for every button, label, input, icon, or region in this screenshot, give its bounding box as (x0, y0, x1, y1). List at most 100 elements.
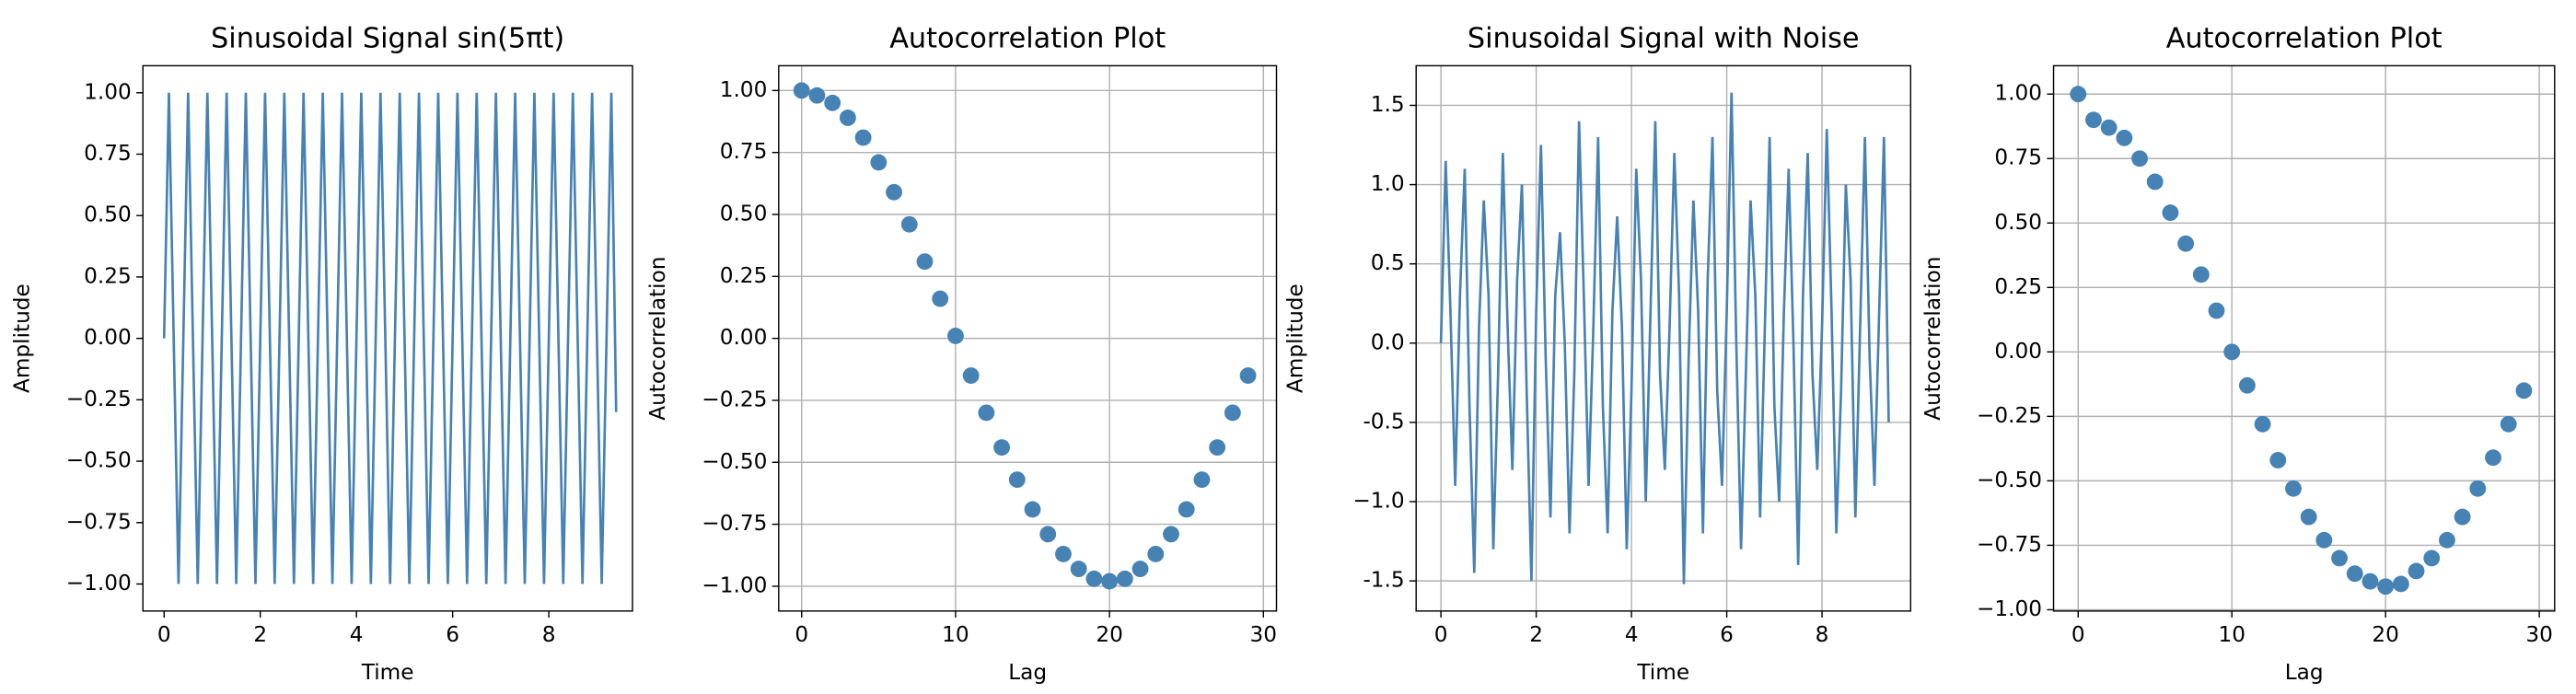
axes-frame (778, 64, 1278, 612)
scatter-point (2131, 150, 2148, 168)
x-tick-label: 4 (1625, 622, 1639, 647)
scatter-point (793, 82, 810, 99)
scatter-point (1239, 367, 1257, 384)
scatter-point (1178, 501, 1195, 518)
y-tick-label: 1.00 (84, 79, 132, 104)
scatter-point (2146, 173, 2164, 191)
scatter-point (2392, 575, 2409, 593)
x-axis-label: Time (361, 660, 414, 685)
y-tick-label: −0.25 (1977, 403, 2042, 428)
scatter-point (1193, 471, 1211, 489)
scatter-point (2085, 111, 2102, 129)
x-axis-label: Time (1636, 660, 1689, 685)
x-tick-label: 2 (1529, 622, 1543, 647)
y-tick-label: −0.50 (66, 448, 132, 473)
y-tick-label: −1.00 (1977, 596, 2042, 621)
axes-frame (142, 64, 633, 612)
scatter-point (2116, 129, 2133, 146)
chart-title: Autocorrelation Plot (2166, 22, 2443, 54)
scatter-point (2100, 119, 2118, 136)
scatter-point (978, 404, 995, 422)
scatter-point (2300, 508, 2317, 526)
y-tick-label: −0.75 (702, 511, 767, 536)
subplot: −1.00 −0.75 −0.50 −0.25 0.00 0.25 0.50 0.75 1.00… (1920, 22, 2556, 685)
y-tick-label: 0.0 (1371, 330, 1405, 354)
scatter-point (886, 183, 902, 201)
y-tick-label: −1.00 (702, 573, 767, 597)
signal-line (1439, 92, 1890, 584)
scatter-point (2500, 415, 2517, 433)
x-axis-label: Lag (1008, 660, 1047, 685)
scatter-point (1039, 526, 1057, 543)
y-tick-label: −0.50 (702, 449, 767, 474)
signal-line (162, 92, 618, 584)
scatter-point (1070, 561, 1087, 577)
y-tick-label: 0.00 (720, 325, 768, 350)
subplot: -1.5 −1.0 -0.5 0.0 0.5 1.0 1.5 0 2 4 6 8 Sinusoidal … (1282, 22, 1912, 685)
x-tick-label: 30 (1250, 622, 1278, 647)
x-tick-label: 8 (1816, 622, 1829, 647)
x-tick-label: 0 (795, 622, 808, 647)
scatter-point (2223, 343, 2241, 361)
scatter-point (1224, 404, 1241, 422)
x-tick-label: 20 (1096, 622, 1123, 647)
scatter-point (2162, 204, 2179, 222)
scatter-point (1024, 501, 1041, 518)
y-tick-label: 0.75 (1994, 145, 2042, 170)
scatter-point (1147, 545, 1165, 562)
scatter-point (993, 439, 1011, 457)
y-tick-label: 0.50 (720, 201, 768, 226)
y-axis-label: Autocorrelation (645, 256, 670, 420)
y-tick-label: −0.75 (66, 509, 132, 534)
scatter-point (1055, 545, 1072, 562)
y-axis-label: Amplitude (9, 283, 34, 393)
scatter-point (947, 328, 964, 344)
scatter-point (2377, 578, 2395, 596)
axes-frame (1415, 64, 1912, 612)
x-tick-label: 2 (253, 622, 267, 647)
scatter-point (2070, 86, 2087, 103)
scatter-point (870, 154, 888, 171)
scatter-point (2331, 549, 2348, 567)
scatter-point (2439, 531, 2455, 549)
y-tick-label: 1.00 (1994, 81, 2042, 106)
subplot: −1.00 −0.75 −0.50 −0.25 0.00 0.25 0.50 0.75 1.00… (645, 22, 1278, 685)
scatter-point (1101, 573, 1119, 590)
scatter-point (1209, 439, 1226, 457)
scatter-point (916, 253, 934, 271)
scatter-point (2254, 415, 2271, 433)
y-tick-label: −0.25 (66, 387, 132, 411)
scatter-point (1008, 471, 1026, 489)
scatter-point (808, 87, 826, 104)
scatter-point (2177, 235, 2195, 252)
scatter-point (962, 367, 980, 384)
scatter-point (1116, 570, 1133, 587)
y-tick-label: −1.0 (1352, 489, 1404, 514)
y-tick-label: 0.75 (720, 139, 768, 164)
y-tick-label: 0.25 (720, 263, 768, 288)
scatter-point (900, 215, 918, 233)
scatter-point (2361, 573, 2379, 590)
chart-title: Autocorrelation Plot (889, 22, 1166, 54)
chart-title: Sinusoidal Signal with Noise (1468, 22, 1860, 54)
scatter-point (1163, 526, 1179, 543)
x-tick-label: 0 (157, 622, 171, 647)
scatter-point (2315, 531, 2333, 549)
scatter-point (2192, 266, 2210, 283)
y-tick-label: 0.50 (1994, 210, 2042, 235)
y-axis-label: Autocorrelation (1920, 256, 1945, 420)
scatter-point (2346, 565, 2363, 583)
scatter-point (824, 94, 841, 111)
scatter-point (932, 290, 949, 307)
scatter-point (2208, 302, 2225, 319)
scatter-point (2408, 562, 2425, 580)
y-tick-label: −0.75 (1977, 532, 2042, 557)
scatter-point (2469, 480, 2487, 497)
scatter-point (2238, 376, 2256, 394)
x-tick-label: 0 (1434, 622, 1448, 647)
subplot: −1.00 −0.75 −0.50 −0.25 0.00 0.25 0.50 0.75 1.00… (9, 22, 633, 685)
y-tick-label: 0.25 (1994, 274, 2042, 299)
scatter-point (839, 110, 856, 126)
scatter-point (1131, 561, 1149, 577)
